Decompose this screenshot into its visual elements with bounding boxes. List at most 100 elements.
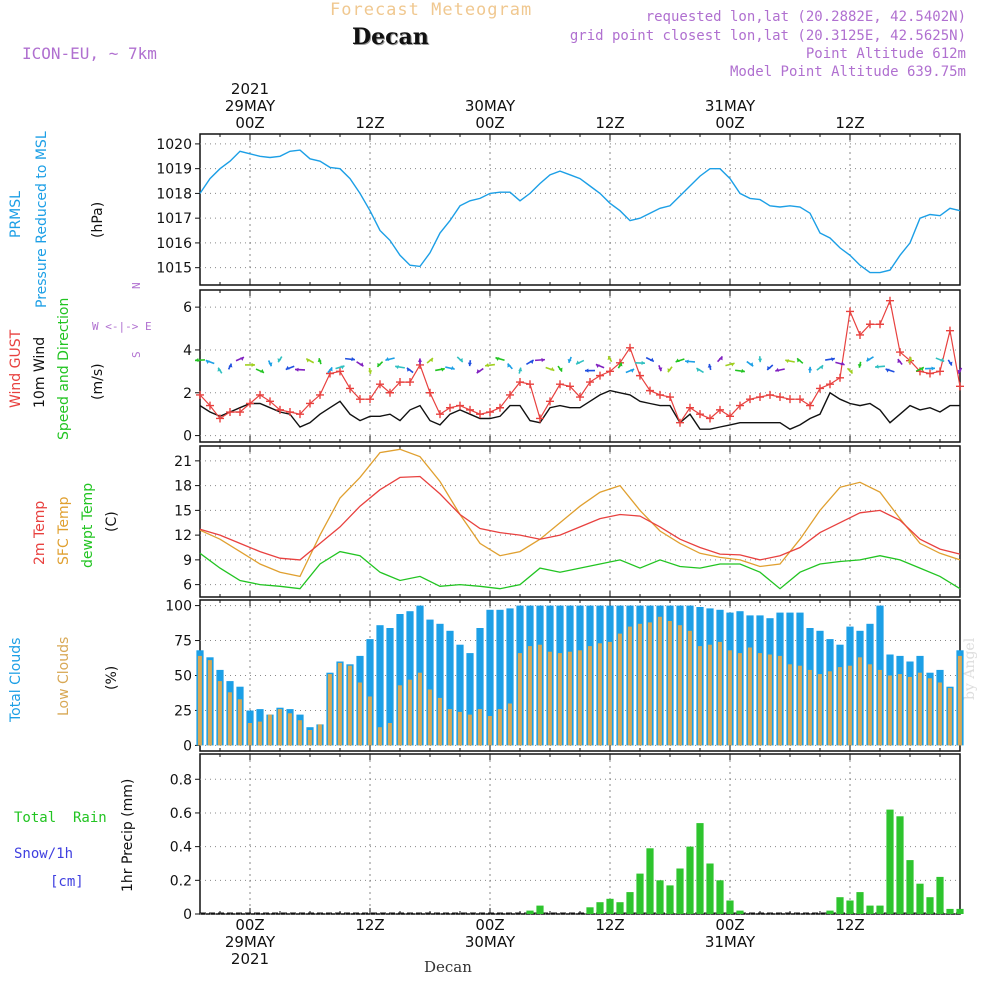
wind-arrow-head — [730, 362, 735, 367]
bar-rain — [586, 907, 594, 914]
panel-frame — [199, 753, 961, 915]
wind-arrow-head — [866, 357, 871, 362]
y-tick-label: 1015 — [156, 261, 192, 277]
bar-low-clouds — [797, 665, 802, 746]
bar-total-clouds — [436, 623, 444, 746]
wind-arrow-head — [558, 367, 563, 372]
bar-total-clouds — [366, 639, 374, 746]
gust-marker — [666, 393, 674, 402]
gust-marker — [656, 390, 664, 399]
y-tick-label: 1018 — [156, 186, 192, 202]
wind-arrow-head — [607, 356, 612, 360]
y-tick-label: 18 — [174, 479, 192, 495]
bar-low-clouds — [897, 674, 902, 746]
bar-low-clouds — [457, 711, 462, 746]
wind-arrow-head — [649, 357, 654, 362]
label-snow-units: [cm] — [50, 874, 84, 890]
bar-low-clouds — [637, 623, 642, 746]
gust-marker — [446, 403, 454, 412]
series-line-dewpt — [199, 550, 961, 590]
gust-marker — [806, 401, 814, 410]
bottom-time-label: 12Z — [595, 916, 624, 934]
gust-marker — [636, 371, 644, 380]
wind-arrow-head — [919, 367, 924, 372]
bar-rain — [606, 898, 614, 914]
wind-arrow-head — [529, 360, 534, 364]
gust-marker — [306, 399, 314, 408]
label-snow: Snow/1h — [14, 846, 74, 862]
wind-arrow-head — [658, 367, 663, 372]
wind-arrow-head — [819, 365, 824, 370]
gust-marker — [696, 410, 704, 419]
wind-arrow-head — [228, 363, 233, 368]
wind-arrow-head — [840, 361, 845, 366]
bar-low-clouds — [697, 646, 702, 746]
bar-low-clouds — [557, 653, 562, 746]
bar-rain — [716, 880, 724, 914]
bar-rain — [866, 905, 874, 914]
bottom-time-label: 2021 — [231, 950, 269, 968]
panel-frame — [199, 445, 961, 598]
bar-low-clouds — [197, 655, 202, 746]
gust-marker — [646, 386, 654, 395]
bar-low-clouds — [337, 662, 342, 746]
bar-low-clouds — [837, 667, 842, 746]
wind-arrow-head — [641, 360, 645, 366]
bar-low-clouds — [507, 703, 512, 746]
gust-marker — [586, 378, 594, 387]
bar-rain — [726, 900, 734, 914]
gust-marker — [356, 395, 364, 404]
bar-low-clouds — [547, 651, 552, 746]
series-line-wind10 — [199, 389, 960, 430]
wind-arrow-head — [618, 362, 623, 367]
bar-low-clouds — [317, 724, 322, 746]
bar-low-clouds — [407, 679, 412, 746]
bar-rain — [646, 848, 654, 914]
bar-rain — [896, 816, 904, 914]
wind-arrow-head — [459, 357, 463, 362]
bar-low-clouds — [647, 622, 652, 746]
wind-arrow-head — [467, 362, 472, 367]
y-tick-label: 6 — [183, 578, 192, 594]
gust-marker — [476, 410, 484, 419]
bar-low-clouds — [477, 709, 482, 746]
gust-marker — [196, 390, 204, 399]
bar-rain — [736, 910, 744, 914]
gust-marker — [276, 405, 284, 414]
bar-rain — [836, 897, 844, 914]
gust-marker — [506, 390, 514, 399]
gust-marker — [546, 397, 554, 406]
bar-low-clouds — [927, 678, 932, 746]
bar-low-clouds — [247, 723, 252, 746]
bar-low-clouds — [207, 660, 212, 746]
gust-marker — [876, 320, 884, 329]
y-tick-label: 0.8 — [170, 772, 192, 788]
bottom-time-label: 12Z — [835, 916, 864, 934]
gust-marker — [686, 403, 694, 412]
wind-arrow-head — [328, 367, 333, 372]
gust-marker — [266, 397, 274, 406]
bar-total-clouds — [456, 644, 464, 746]
gust-marker — [936, 367, 944, 376]
bar-rain — [636, 873, 644, 914]
wind-arrow-head — [957, 369, 962, 374]
y-tick-label: 12 — [174, 528, 192, 544]
wind-arrow-head — [217, 367, 222, 372]
gust-marker — [926, 369, 934, 378]
y-tick-label: 75 — [174, 634, 192, 650]
wind-arrow-head — [285, 365, 290, 370]
bar-rain — [666, 885, 674, 914]
bar-total-clouds — [426, 619, 434, 746]
bar-low-clouds — [917, 672, 922, 746]
wind-arrow-head — [359, 362, 364, 367]
y-tick-label: 0.4 — [170, 840, 192, 856]
gust-marker — [836, 373, 844, 382]
bar-rain — [706, 863, 714, 914]
bar-low-clouds — [217, 681, 222, 746]
bar-low-clouds — [447, 709, 452, 746]
bar-rain — [916, 883, 924, 914]
bar-rain — [826, 910, 834, 914]
top-time-label: 29MAY — [225, 97, 276, 115]
bar-low-clouds — [227, 692, 232, 746]
